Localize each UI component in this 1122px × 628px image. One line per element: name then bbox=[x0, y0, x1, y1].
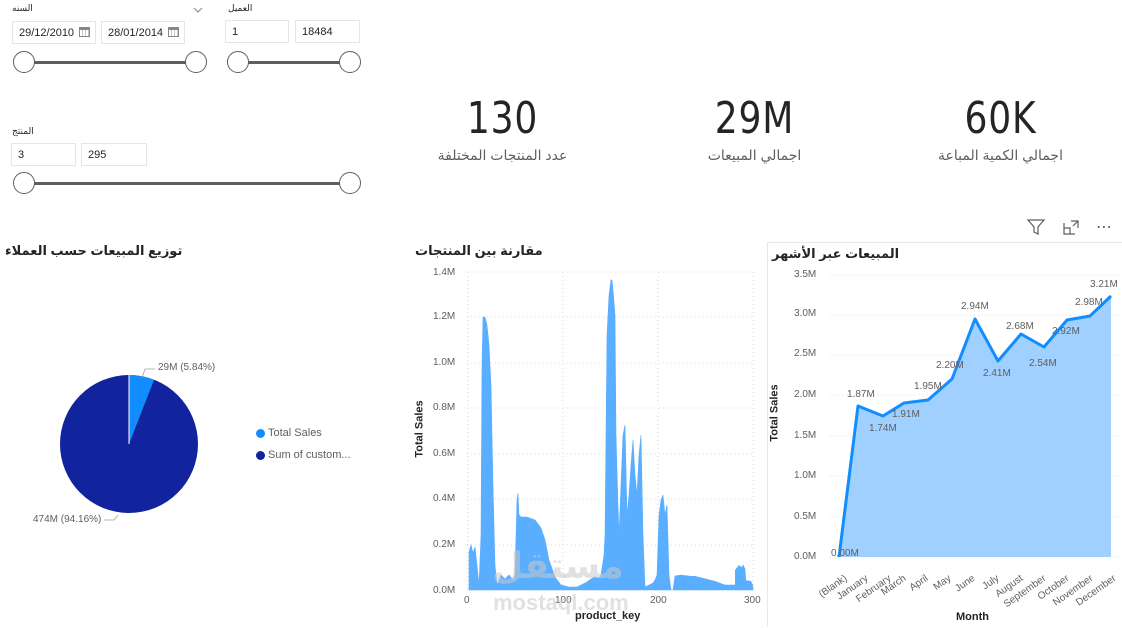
y-tick: 0.0M bbox=[433, 585, 456, 596]
year-slider-start-handle[interactable] bbox=[13, 51, 35, 73]
y-tick: 2.0M bbox=[794, 389, 817, 400]
chart-title: توزيع المبيعات حسب العملاء bbox=[5, 243, 183, 258]
calendar-icon[interactable] bbox=[168, 27, 179, 37]
data-label: 1.74M bbox=[869, 423, 897, 434]
product-slider-start-handle[interactable] bbox=[13, 172, 35, 194]
filter-icon[interactable] bbox=[1026, 218, 1046, 241]
customer-slider-end-handle[interactable] bbox=[339, 51, 361, 73]
data-label: 2.92M bbox=[1052, 326, 1080, 337]
start-date-input[interactable]: 29/12/2010 bbox=[12, 21, 96, 44]
x-axis-title: Month bbox=[956, 611, 989, 623]
kpi-label: اجمالي المبيعات bbox=[707, 147, 802, 163]
pie-chart[interactable] bbox=[0, 235, 395, 627]
product-slider-track[interactable] bbox=[24, 182, 350, 185]
data-label: 0.00M bbox=[831, 548, 859, 559]
visual-header: ⋯ bbox=[1020, 215, 1120, 241]
y-tick: 0.6M bbox=[433, 448, 456, 459]
product-slider-end-handle[interactable] bbox=[339, 172, 361, 194]
y-tick: 3.0M bbox=[794, 308, 817, 319]
start-date-value: 29/12/2010 bbox=[19, 27, 75, 39]
kpi-value: 29M bbox=[714, 93, 795, 144]
customer-slider-track[interactable] bbox=[238, 61, 350, 64]
data-label: 1.91M bbox=[892, 409, 920, 420]
y-tick: 0.2M bbox=[433, 539, 456, 550]
data-label: 2.94M bbox=[961, 301, 989, 312]
year-slicer-label: السنه bbox=[12, 3, 33, 13]
pie-data-label: 29M (5.84%) bbox=[158, 362, 216, 373]
y-tick: 1.2M bbox=[433, 311, 456, 322]
calendar-icon[interactable] bbox=[79, 27, 90, 37]
legend-item-total-sales[interactable]: Total Sales bbox=[256, 427, 322, 439]
kpi-label: اجمالي الكمية المباعة bbox=[938, 147, 1063, 163]
y-tick: 2.5M bbox=[794, 348, 817, 359]
y-tick: 0.4M bbox=[433, 493, 456, 504]
data-label: 1.95M bbox=[914, 381, 942, 392]
y-tick: 1.5M bbox=[794, 430, 817, 441]
x-tick: 200 bbox=[650, 595, 667, 606]
data-label: 2.20M bbox=[936, 360, 964, 371]
pie-slice-total-sales[interactable] bbox=[129, 374, 155, 444]
more-options-icon[interactable]: ⋯ bbox=[1096, 219, 1113, 236]
product-max-value: 295 bbox=[88, 149, 107, 161]
data-label: 1.87M bbox=[847, 389, 875, 400]
customer-max-value: 18484 bbox=[302, 26, 333, 38]
y-tick: 0.5M bbox=[794, 511, 817, 522]
legend-item-sum-of-customers[interactable]: Sum of custom... bbox=[256, 449, 351, 461]
product-slicer-label: المنتج bbox=[12, 126, 34, 136]
focus-mode-icon[interactable] bbox=[1062, 219, 1080, 240]
x-axis-title: product_key bbox=[575, 610, 641, 622]
kpi-label: عدد المنتجات المختلفة bbox=[437, 147, 568, 163]
end-date-value: 28/01/2014 bbox=[108, 27, 164, 39]
kpi-value: 60K bbox=[964, 93, 1037, 144]
customer-slicer-label: العميل bbox=[228, 3, 253, 13]
customer-min-input[interactable]: 1 bbox=[225, 20, 289, 43]
data-label: 2.41M bbox=[983, 368, 1011, 379]
customer-slicer: العميل 1 18484 bbox=[225, 0, 370, 80]
product-max-input[interactable]: 295 bbox=[81, 143, 147, 166]
y-tick: 1.0M bbox=[433, 357, 456, 368]
legend-label: Total Sales bbox=[268, 427, 322, 439]
legend-dot-icon bbox=[256, 428, 265, 438]
kpi-value: 130 bbox=[466, 93, 539, 144]
pie-chart-visual[interactable]: توزيع المبيعات حسب العملاء 29M (5.84%) 4… bbox=[0, 235, 395, 627]
data-label: 2.98M bbox=[1075, 297, 1103, 308]
chevron-down-icon[interactable] bbox=[193, 1, 203, 13]
y-tick: 3.5M bbox=[794, 269, 817, 280]
data-label: 2.68M bbox=[1006, 321, 1034, 332]
customer-slider-start-handle[interactable] bbox=[227, 51, 249, 73]
x-tick: 300 bbox=[744, 595, 761, 606]
product-min-input[interactable]: 3 bbox=[11, 143, 76, 166]
kpi-card-distinct-products: 130 عدد المنتجات المختلفة bbox=[420, 85, 585, 175]
y-tick: 1.4M bbox=[433, 267, 456, 278]
data-label: 2.54M bbox=[1029, 358, 1057, 369]
year-slider-end-handle[interactable] bbox=[185, 51, 207, 73]
kpi-card-total-quantity: 60K اجمالي الكمية المباعة bbox=[918, 85, 1083, 175]
y-tick: 0.0M bbox=[794, 551, 817, 562]
x-tick: 100 bbox=[555, 595, 572, 606]
year-slicer: السنه 29/12/2010 28/01/2014 bbox=[0, 0, 210, 80]
product-slicer: المنتج 3 295 bbox=[0, 120, 370, 200]
chart-title: مقارنة بين المنتجات bbox=[415, 243, 543, 258]
data-label: 3.21M bbox=[1090, 279, 1118, 290]
year-slider-track[interactable] bbox=[24, 61, 196, 64]
product-min-value: 3 bbox=[18, 149, 25, 161]
kpi-card-total-sales: 29M اجمالي المبيعات bbox=[672, 85, 837, 175]
monthly-sales-visual[interactable]: المبيعات عبر الأشهر 3.5M 3.0M 2.5M 2.0M … bbox=[767, 242, 1122, 627]
legend-dot-icon bbox=[256, 450, 265, 460]
end-date-input[interactable]: 28/01/2014 bbox=[101, 21, 185, 44]
pie-data-label: 474M (94.16%) bbox=[33, 514, 102, 525]
y-tick: 0.8M bbox=[433, 402, 456, 413]
chart-title: المبيعات عبر الأشهر bbox=[772, 246, 900, 261]
customer-max-input[interactable]: 18484 bbox=[295, 20, 360, 43]
x-tick: 0 bbox=[464, 595, 470, 606]
product-area-plot[interactable] bbox=[405, 235, 760, 627]
y-tick: 1.0M bbox=[794, 470, 817, 481]
product-comparison-visual[interactable]: مقارنة بين المنتجات 1.4M 1.2M 1.0M 0.8M … bbox=[405, 235, 761, 627]
legend-label: Sum of custom... bbox=[268, 449, 351, 461]
customer-min-value: 1 bbox=[232, 26, 239, 38]
monthly-area-plot[interactable] bbox=[768, 243, 1122, 628]
